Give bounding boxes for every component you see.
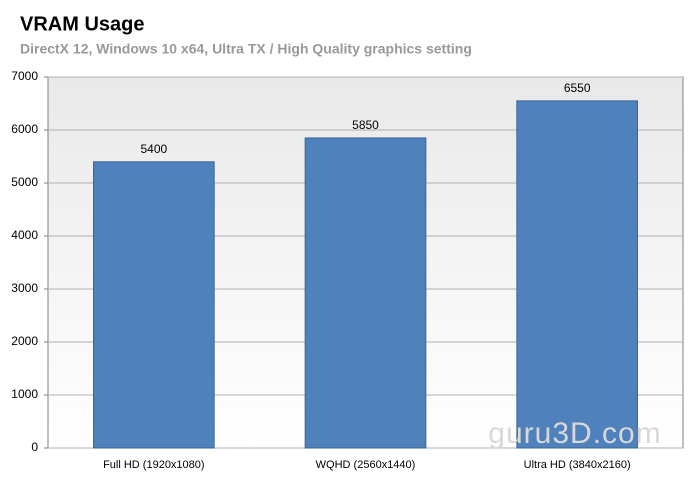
y-tick-label: 0 <box>31 440 38 454</box>
data-label: 5850 <box>352 118 379 132</box>
y-tick-label: 1000 <box>11 387 38 401</box>
y-tick-label: 5000 <box>11 175 38 189</box>
x-tick-label: Ultra HD (3840x2160) <box>524 459 631 471</box>
watermark: guru3D.com <box>488 417 661 450</box>
chart-subtitle: DirectX 12, Windows 10 x64, Ultra TX / H… <box>20 41 472 57</box>
x-tick-label: Full HD (1920x1080) <box>103 459 205 471</box>
bar <box>516 100 638 449</box>
bar <box>93 161 215 449</box>
chart-title: VRAM Usage <box>20 13 144 35</box>
y-tick-label: 6000 <box>11 122 38 136</box>
data-label: 6550 <box>564 81 591 95</box>
bar <box>304 137 427 449</box>
y-tick-label: 7000 <box>11 69 38 83</box>
x-tick-label: WQHD (2560x1440) <box>316 459 416 471</box>
data-label: 5400 <box>140 142 167 156</box>
y-tick-label: 3000 <box>11 281 38 295</box>
y-tick-label: 4000 <box>11 228 38 242</box>
y-tick-label: 2000 <box>11 334 38 348</box>
